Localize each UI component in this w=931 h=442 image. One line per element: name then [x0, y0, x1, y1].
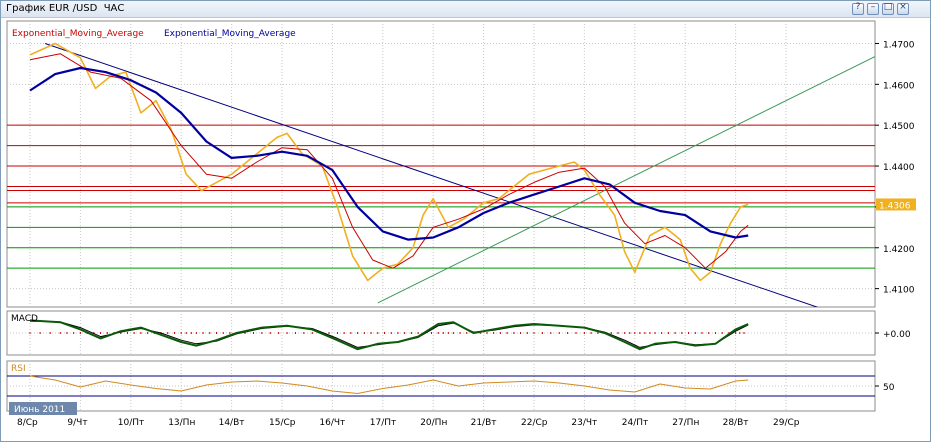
- x-tick-label: 16/Чт: [319, 418, 345, 428]
- y-tick-label: 1.4400: [883, 163, 915, 173]
- x-tick-label: 10/Пт: [118, 418, 145, 428]
- x-tick-label: 8/Ср: [17, 418, 38, 428]
- x-tick-label: 28/Вт: [723, 418, 749, 428]
- rsi-label: RSI: [11, 364, 26, 374]
- x-tick-label: 14/Вт: [219, 418, 245, 428]
- y-tick-label: 1.4600: [883, 81, 915, 91]
- trendlines: [44, 42, 875, 307]
- window-title: График EUR /USD ЧАС: [6, 3, 125, 14]
- x-tick-label: 24/Пт: [622, 418, 649, 428]
- pin-icon: ?: [855, 2, 861, 12]
- rsi-y-tick-label: 50: [883, 383, 895, 393]
- x-tick-label: 21/Вт: [471, 418, 497, 428]
- pin-button[interactable]: ?: [852, 2, 864, 15]
- macd-series: [29, 319, 749, 351]
- series-price: [29, 42, 749, 282]
- y-tick-label: 1.4100: [883, 286, 915, 296]
- series-ema_slow: [29, 66, 749, 241]
- series-ema_fast: [29, 53, 749, 269]
- minimize-button[interactable]: –: [867, 2, 879, 15]
- minimize-icon: –: [870, 2, 876, 12]
- legend-ema-fast: Exponential_Moving_Average: [12, 29, 144, 39]
- x-tick-label: 9/Чт: [67, 418, 87, 428]
- month-label: Июнь 2011: [14, 405, 65, 415]
- y-tick-label: 1.4200: [883, 245, 915, 255]
- macd-label: MACD: [11, 314, 38, 324]
- close-icon: ×: [899, 2, 907, 12]
- x-tick-label: 17/Пт: [370, 418, 397, 428]
- x-tick-label: 22/Ср: [521, 418, 548, 428]
- legend-ema-slow: Exponential_Moving_Average: [164, 29, 296, 39]
- macd-panel: [6, 310, 876, 356]
- x-tick-label: 13/Пн: [168, 418, 195, 428]
- horizontal-levels: [7, 124, 875, 269]
- axes: 8/Ср 9/Чт 10/Пт 13/Пн 14/Вт 15/Ср 16/Чт 17/Пт 20…: [17, 40, 916, 428]
- maximize-icon: □: [883, 2, 893, 12]
- x-tick-label: 23/Чт: [571, 418, 597, 428]
- last-price-tag: [876, 198, 916, 211]
- y-tick-label: 1.4700: [883, 40, 915, 50]
- month-badge: [9, 402, 77, 415]
- last-price-label: 1.4306: [879, 201, 911, 211]
- chart-area[interactable]: 8/Ср 9/Чт 10/Пт 13/Пн 14/Вт 15/Ср 16/Чт 17/Пт 20…: [1, 18, 930, 441]
- series-rsi: [29, 375, 749, 394]
- macd-y-tick-label: +0.00: [883, 330, 911, 340]
- price-panel: [6, 20, 876, 308]
- x-tick-label: 20/Пн: [420, 418, 447, 428]
- trendline-up: [377, 56, 875, 304]
- price-series: [29, 42, 749, 282]
- close-button[interactable]: ×: [897, 2, 909, 15]
- trendline-down: [44, 42, 819, 307]
- maximize-button[interactable]: □: [882, 2, 894, 15]
- rsi-series: [29, 375, 749, 394]
- x-tick-label: 29/Ср: [773, 418, 800, 428]
- x-tick-label: 27/Пн: [672, 418, 699, 428]
- y-tick-label: 1.4500: [883, 122, 915, 132]
- series-macd: [29, 319, 749, 351]
- x-tick-label: 15/Ср: [269, 418, 296, 428]
- title-bar[interactable]: График EUR /USD ЧАС ? – □ ×: [1, 1, 930, 18]
